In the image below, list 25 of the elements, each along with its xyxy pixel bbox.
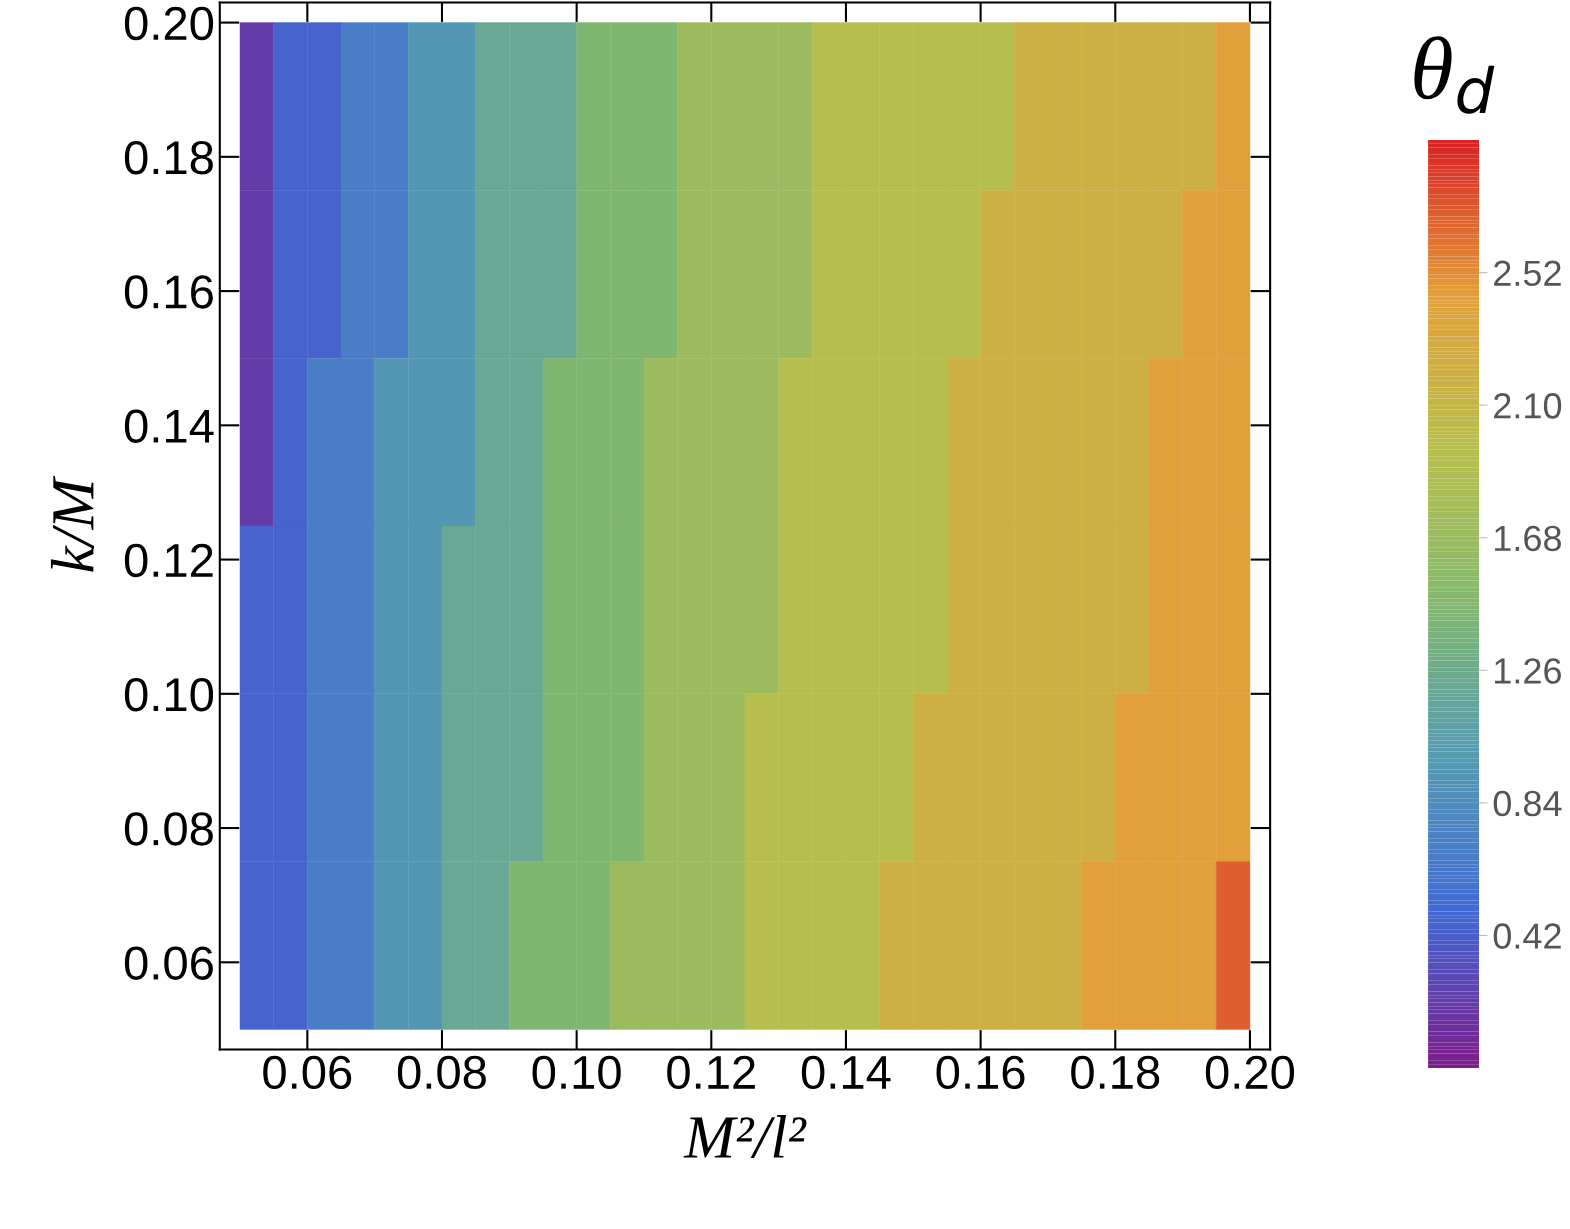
color-bar-label: 1.68	[1495, 525, 1561, 552]
x-tick-label: 0.06	[263, 1055, 352, 1090]
x-tick-label: 0.16	[936, 1055, 1025, 1090]
x-tick-label: 0.14	[801, 1055, 891, 1090]
y-tick-label: 0.16	[124, 275, 213, 309]
y-tick-label: 0.10	[124, 677, 214, 712]
color-bar-label: 1.26	[1495, 658, 1561, 684]
y-axis-title: k/M	[50, 475, 94, 572]
x-tick-label: 0.10	[532, 1055, 621, 1090]
y-tick-label: 0.14	[124, 409, 214, 443]
x-axis-title: M²/l²	[683, 1115, 807, 1159]
y-tick-label: 0.20	[124, 6, 214, 41]
y-tick-label: 0.18	[124, 140, 213, 175]
x-tick-label: 0.18	[1071, 1055, 1160, 1090]
color-bar-label: 2.10	[1494, 393, 1562, 419]
x-tick-label: 0.12	[667, 1055, 755, 1090]
color-bar-title: θ$_{d}$	[1414, 36, 1495, 114]
x-tick-label: 0.08	[397, 1055, 486, 1090]
y-tick-label: 0.08	[124, 812, 213, 846]
y-tick-label: 0.06	[124, 946, 213, 980]
color-bar-label: 2.52	[1494, 260, 1561, 287]
color-bar-label: 0.84	[1493, 790, 1562, 817]
x-tick-label: 0.20	[1205, 1055, 1295, 1090]
y-tick-label: 0.12	[124, 543, 213, 578]
color-bar-label: 0.42	[1493, 923, 1561, 949]
